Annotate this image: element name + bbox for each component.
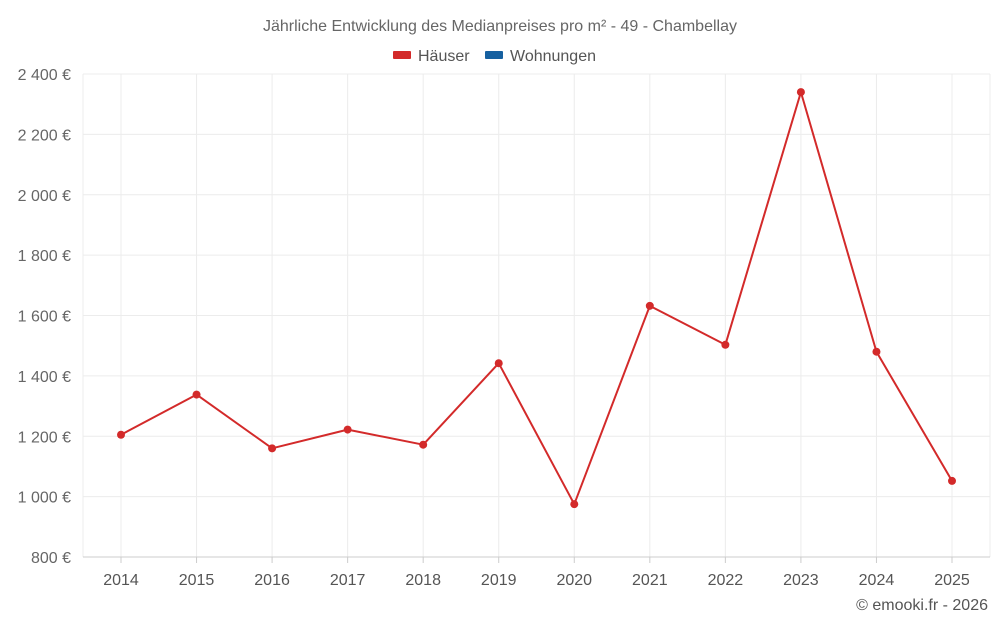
data-point[interactable]: Häuser 2024: 1480 bbox=[872, 347, 881, 356]
x-tick-label: 2025 bbox=[934, 572, 970, 589]
y-tick-label: 1 000 € bbox=[18, 490, 71, 507]
y-tick-label: 2 400 € bbox=[18, 67, 71, 84]
legend-label-wohnungen: Wohnungen bbox=[510, 48, 596, 65]
data-point[interactable]: Häuser 2017: 1222 bbox=[343, 425, 352, 434]
series-line bbox=[120, 91, 953, 506]
axes bbox=[83, 556, 990, 563]
data-point[interactable]: Häuser 2016: 1160 bbox=[268, 444, 277, 453]
data-point[interactable]: Häuser 2021: 1632 bbox=[645, 301, 654, 310]
x-tick-label: 2017 bbox=[330, 572, 366, 589]
x-tick-label: 2023 bbox=[783, 572, 819, 589]
y-axis-ticks: 800 € 1 000 € 1 200 € 1 400 € 1 600 € 1 800 €… bbox=[18, 67, 71, 567]
x-tick-label: 2016 bbox=[254, 572, 290, 589]
chart-title: Jährliche Entwicklung des Medianpreises … bbox=[263, 18, 737, 35]
data-point[interactable]: Häuser 2014: 1205 bbox=[117, 430, 125, 439]
x-tick-label: 2022 bbox=[708, 572, 744, 589]
data-point[interactable]: Häuser 2023: 2340 bbox=[796, 88, 805, 97]
x-tick-label: 2021 bbox=[632, 572, 668, 589]
copyright-credit: © emooki.fr - 2026 bbox=[856, 597, 988, 614]
y-tick-label: 1 200 € bbox=[18, 429, 71, 446]
legend-item-wohnungen[interactable]: Wohnungen bbox=[485, 48, 596, 65]
data-point[interactable]: Häuser 2025: 1052 bbox=[948, 476, 956, 485]
y-tick-label: 2 200 € bbox=[18, 127, 71, 144]
y-tick-label: 2 000 € bbox=[18, 188, 71, 205]
x-axis-ticks: 2014 2015 2016 2017 2018 2019 2020 2021 2022 2023… bbox=[103, 572, 970, 589]
x-tick-label: 2019 bbox=[481, 572, 517, 589]
x-tick-label: 2020 bbox=[556, 572, 592, 589]
legend-label-haeuser: Häuser bbox=[418, 48, 470, 65]
data-point[interactable]: Häuser 2019: 1442 bbox=[494, 359, 503, 368]
x-tick-label: 2018 bbox=[405, 572, 441, 589]
legend-swatch-haeuser bbox=[393, 51, 411, 59]
legend-item-haeuser[interactable]: Häuser bbox=[393, 48, 470, 65]
data-point[interactable]: Häuser 2018: 1172 bbox=[419, 440, 428, 449]
gridlines bbox=[82, 73, 991, 557]
data-point[interactable]: Häuser 2022: 1503 bbox=[721, 340, 730, 349]
series: Häuser 2014: 1205 Häuser 2015: 1338 Häuser… bbox=[117, 88, 956, 509]
y-tick-label: 1 400 € bbox=[18, 369, 71, 386]
y-tick-label: 1 600 € bbox=[18, 309, 71, 326]
y-tick-label: 1 800 € bbox=[18, 248, 71, 265]
legend: Häuser Wohnungen bbox=[393, 48, 596, 65]
data-point[interactable]: Häuser 2020: 975 bbox=[570, 500, 579, 509]
series-h-user: Häuser 2014: 1205 Häuser 2015: 1338 Häuser… bbox=[117, 88, 956, 509]
x-tick-label: 2014 bbox=[103, 572, 139, 589]
y-tick-label: 800 € bbox=[31, 550, 71, 567]
data-point[interactable]: Häuser 2015: 1338 bbox=[192, 390, 201, 399]
x-tick-label: 2024 bbox=[859, 572, 895, 589]
legend-swatch-wohnungen bbox=[485, 51, 503, 59]
x-tick-label: 2015 bbox=[179, 572, 215, 589]
